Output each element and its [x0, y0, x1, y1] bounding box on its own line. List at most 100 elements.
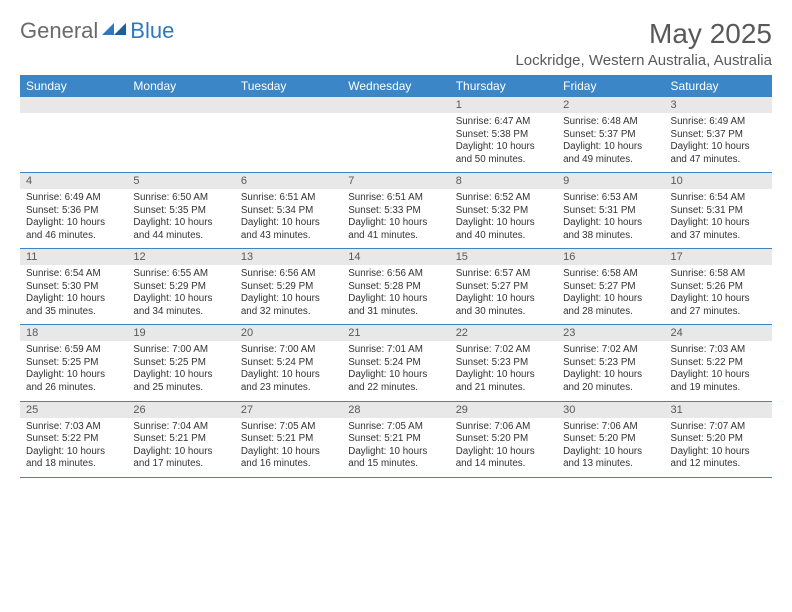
weekday-header: Thursday	[450, 75, 557, 97]
sunset-text: Sunset: 5:20 PM	[671, 433, 766, 446]
sunrise-text: Sunrise: 6:54 AM	[671, 192, 766, 205]
daylight-text: Daylight: 10 hours and 49 minutes.	[563, 141, 658, 166]
daylight-text: Daylight: 10 hours and 16 minutes.	[241, 446, 336, 471]
sunset-text: Sunset: 5:27 PM	[456, 281, 551, 294]
day-body: Sunrise: 7:05 AMSunset: 5:21 PMDaylight:…	[342, 418, 449, 477]
day-number: 9	[557, 173, 664, 189]
day-body	[127, 113, 234, 165]
calendar-day-cell: 24 Sunrise: 7:03 AMSunset: 5:22 PMDayligh…	[665, 325, 772, 401]
daylight-text: Daylight: 10 hours and 38 minutes.	[563, 217, 658, 242]
sunset-text: Sunset: 5:32 PM	[456, 205, 551, 218]
sunrise-text: Sunrise: 7:03 AM	[671, 344, 766, 357]
daylight-text: Daylight: 10 hours and 40 minutes.	[456, 217, 551, 242]
title-block: May 2025 Lockridge, Western Australia, A…	[515, 18, 772, 69]
day-number: 20	[235, 325, 342, 341]
day-number: 4	[20, 173, 127, 189]
calendar-day-cell: 11Sunrise: 6:54 AMSunset: 5:30 PMDayligh…	[20, 249, 127, 325]
sunrise-text: Sunrise: 7:02 AM	[563, 344, 658, 357]
day-number	[127, 97, 234, 113]
sunset-text: Sunset: 5:38 PM	[456, 129, 551, 142]
calendar-day-cell: 18Sunrise: 6:59 AMSunset: 5:25 PMDayligh…	[20, 325, 127, 401]
calendar-day-cell: 20Sunrise: 7:00 AMSunset: 5:24 PMDayligh…	[235, 325, 342, 401]
sunrise-text: Sunrise: 6:59 AM	[26, 344, 121, 357]
sunrise-text: Sunrise: 7:02 AM	[456, 344, 551, 357]
calendar-day-cell: 17Sunrise: 6:58 AMSunset: 5:26 PMDayligh…	[665, 249, 772, 325]
daylight-text: Daylight: 10 hours and 17 minutes.	[133, 446, 228, 471]
calendar-week-row: 18Sunrise: 6:59 AMSunset: 5:25 PMDayligh…	[20, 325, 772, 401]
calendar-day-cell: 3Sunrise: 6:49 AMSunset: 5:37 PMDaylight…	[665, 97, 772, 173]
daylight-text: Daylight: 10 hours and 20 minutes.	[563, 369, 658, 394]
calendar-day-cell: 31Sunrise: 7:07 AMSunset: 5:20 PMDayligh…	[665, 401, 772, 477]
day-number: 3	[665, 97, 772, 113]
daylight-text: Daylight: 10 hours and 18 minutes.	[26, 446, 121, 471]
sunrise-text: Sunrise: 7:06 AM	[563, 421, 658, 434]
weekday-header: Monday	[127, 75, 234, 97]
daylight-text: Daylight: 10 hours and 12 minutes.	[671, 446, 766, 471]
weekday-header-row: Sunday Monday Tuesday Wednesday Thursday…	[20, 75, 772, 97]
calendar-day-cell	[20, 97, 127, 173]
sunrise-text: Sunrise: 6:49 AM	[671, 116, 766, 129]
day-body: Sunrise: 6:54 AMSunset: 5:30 PMDaylight:…	[20, 265, 127, 324]
weekday-header: Wednesday	[342, 75, 449, 97]
day-number: 21	[342, 325, 449, 341]
daylight-text: Daylight: 10 hours and 21 minutes.	[456, 369, 551, 394]
day-number	[20, 97, 127, 113]
day-body: Sunrise: 6:54 AMSunset: 5:31 PMDaylight:…	[665, 189, 772, 248]
sunrise-text: Sunrise: 6:52 AM	[456, 192, 551, 205]
day-number: 30	[557, 402, 664, 418]
day-body: Sunrise: 7:03 AMSunset: 5:22 PMDaylight:…	[20, 418, 127, 477]
daylight-text: Daylight: 10 hours and 13 minutes.	[563, 446, 658, 471]
calendar-day-cell: 25Sunrise: 7:03 AMSunset: 5:22 PMDayligh…	[20, 401, 127, 477]
sunset-text: Sunset: 5:22 PM	[671, 357, 766, 370]
sunrise-text: Sunrise: 6:55 AM	[133, 268, 228, 281]
calendar-day-cell: 15Sunrise: 6:57 AMSunset: 5:27 PMDayligh…	[450, 249, 557, 325]
calendar-day-cell: 21Sunrise: 7:01 AMSunset: 5:24 PMDayligh…	[342, 325, 449, 401]
calendar-day-cell: 6Sunrise: 6:51 AMSunset: 5:34 PMDaylight…	[235, 173, 342, 249]
calendar-day-cell: 29Sunrise: 7:06 AMSunset: 5:20 PMDayligh…	[450, 401, 557, 477]
daylight-text: Daylight: 10 hours and 34 minutes.	[133, 293, 228, 318]
sunset-text: Sunset: 5:31 PM	[563, 205, 658, 218]
sunset-text: Sunset: 5:37 PM	[563, 129, 658, 142]
sunrise-text: Sunrise: 6:57 AM	[456, 268, 551, 281]
day-body: Sunrise: 7:06 AMSunset: 5:20 PMDaylight:…	[450, 418, 557, 477]
calendar-day-cell: 5Sunrise: 6:50 AMSunset: 5:35 PMDaylight…	[127, 173, 234, 249]
sunset-text: Sunset: 5:24 PM	[348, 357, 443, 370]
day-number: 10	[665, 173, 772, 189]
day-number: 24	[665, 325, 772, 341]
day-body: Sunrise: 6:48 AMSunset: 5:37 PMDaylight:…	[557, 113, 664, 172]
day-number: 22	[450, 325, 557, 341]
day-number: 29	[450, 402, 557, 418]
day-body: Sunrise: 7:05 AMSunset: 5:21 PMDaylight:…	[235, 418, 342, 477]
daylight-text: Daylight: 10 hours and 19 minutes.	[671, 369, 766, 394]
day-body: Sunrise: 6:52 AMSunset: 5:32 PMDaylight:…	[450, 189, 557, 248]
calendar-day-cell: 12Sunrise: 6:55 AMSunset: 5:29 PMDayligh…	[127, 249, 234, 325]
day-body: Sunrise: 6:50 AMSunset: 5:35 PMDaylight:…	[127, 189, 234, 248]
sunset-text: Sunset: 5:36 PM	[26, 205, 121, 218]
calendar-week-row: 4Sunrise: 6:49 AMSunset: 5:36 PMDaylight…	[20, 173, 772, 249]
day-body: Sunrise: 7:07 AMSunset: 5:20 PMDaylight:…	[665, 418, 772, 477]
calendar-day-cell: 7Sunrise: 6:51 AMSunset: 5:33 PMDaylight…	[342, 173, 449, 249]
day-body: Sunrise: 7:02 AMSunset: 5:23 PMDaylight:…	[450, 341, 557, 400]
day-number: 6	[235, 173, 342, 189]
day-body: Sunrise: 6:49 AMSunset: 5:36 PMDaylight:…	[20, 189, 127, 248]
daylight-text: Daylight: 10 hours and 26 minutes.	[26, 369, 121, 394]
sunset-text: Sunset: 5:30 PM	[26, 281, 121, 294]
sunrise-text: Sunrise: 6:51 AM	[348, 192, 443, 205]
logo-mark-icon	[102, 19, 128, 37]
sunrise-text: Sunrise: 6:54 AM	[26, 268, 121, 281]
day-number: 18	[20, 325, 127, 341]
daylight-text: Daylight: 10 hours and 41 minutes.	[348, 217, 443, 242]
calendar-day-cell: 23Sunrise: 7:02 AMSunset: 5:23 PMDayligh…	[557, 325, 664, 401]
daylight-text: Daylight: 10 hours and 27 minutes.	[671, 293, 766, 318]
daylight-text: Daylight: 10 hours and 47 minutes.	[671, 141, 766, 166]
day-number: 26	[127, 402, 234, 418]
calendar-week-row: 1Sunrise: 6:47 AMSunset: 5:38 PMDaylight…	[20, 97, 772, 173]
weekday-header: Tuesday	[235, 75, 342, 97]
day-number: 13	[235, 249, 342, 265]
sunrise-text: Sunrise: 6:58 AM	[671, 268, 766, 281]
calendar-table: Sunday Monday Tuesday Wednesday Thursday…	[20, 75, 772, 478]
day-body: Sunrise: 6:58 AMSunset: 5:27 PMDaylight:…	[557, 265, 664, 324]
daylight-text: Daylight: 10 hours and 30 minutes.	[456, 293, 551, 318]
sunset-text: Sunset: 5:23 PM	[456, 357, 551, 370]
daylight-text: Daylight: 10 hours and 32 minutes.	[241, 293, 336, 318]
